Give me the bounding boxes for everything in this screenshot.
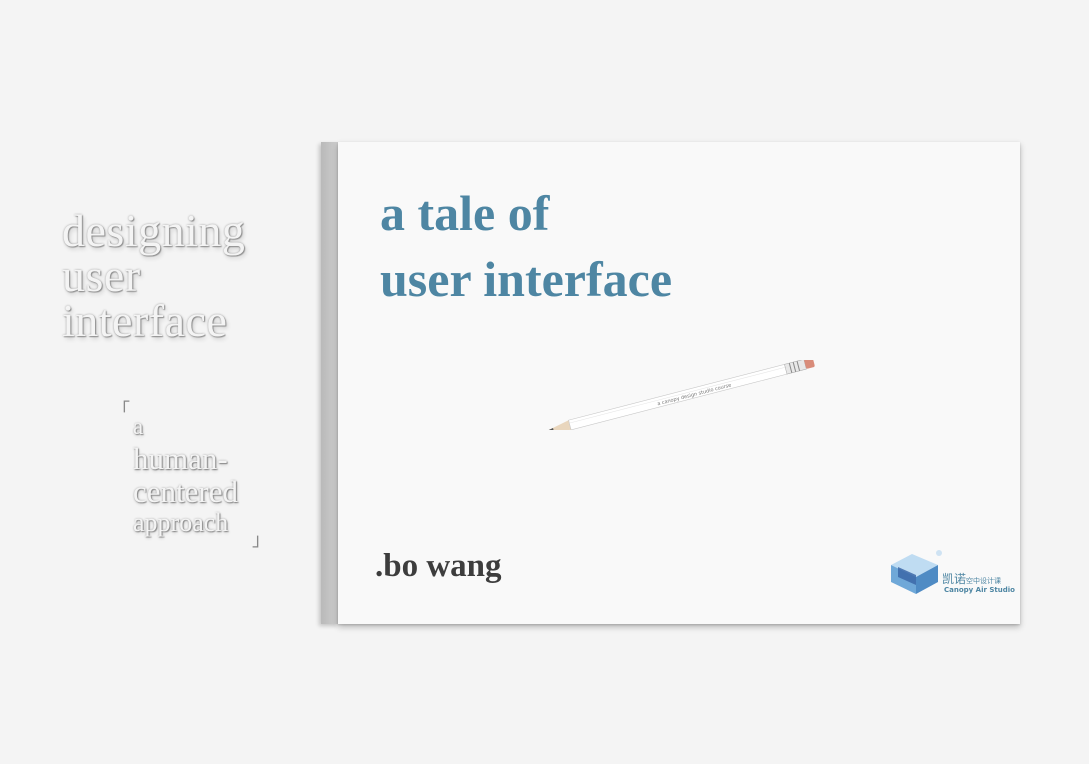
book-cover-face: a tale of user interface a canopy design… bbox=[338, 142, 1020, 624]
embossed-subtitle-line-3: centered bbox=[133, 474, 238, 509]
embossed-title-line-2: user bbox=[62, 250, 141, 301]
pencil-icon: a canopy design studio course bbox=[546, 360, 815, 430]
embossed-title-line-3: interface bbox=[62, 295, 228, 346]
book-cover: a tale of user interface a canopy design… bbox=[321, 142, 1020, 624]
embossed-subtitle-line-2: human- bbox=[133, 441, 228, 476]
cover-title-line-1: a tale of bbox=[380, 185, 550, 241]
embossed-subtitle-line-4: approach bbox=[133, 508, 229, 537]
embossed-title-line-1: designing bbox=[62, 205, 246, 256]
canopy-air-studio-logo-icon bbox=[891, 550, 942, 594]
cover-title: a tale of user interface bbox=[380, 180, 672, 312]
logo-english-name: Canopy Air Studio bbox=[944, 586, 1015, 594]
embossed-title: designing user interface bbox=[62, 205, 246, 346]
logo-chinese-name: 凯诺空中设计课 bbox=[942, 570, 1001, 587]
logo-chinese-name-main: 凯诺 bbox=[942, 572, 967, 586]
book-spine bbox=[321, 142, 339, 624]
close-bracket: 」 bbox=[252, 530, 270, 551]
open-bracket: 「 bbox=[112, 400, 130, 421]
logo-chinese-name-small: 空中设计课 bbox=[966, 577, 1002, 585]
embossed-subtitle-line-1: a bbox=[133, 414, 144, 439]
embossed-subtitle: a human- centered approach bbox=[133, 412, 238, 538]
cover-title-line-2: user interface bbox=[380, 251, 673, 307]
author-name: .bo wang bbox=[375, 548, 502, 584]
